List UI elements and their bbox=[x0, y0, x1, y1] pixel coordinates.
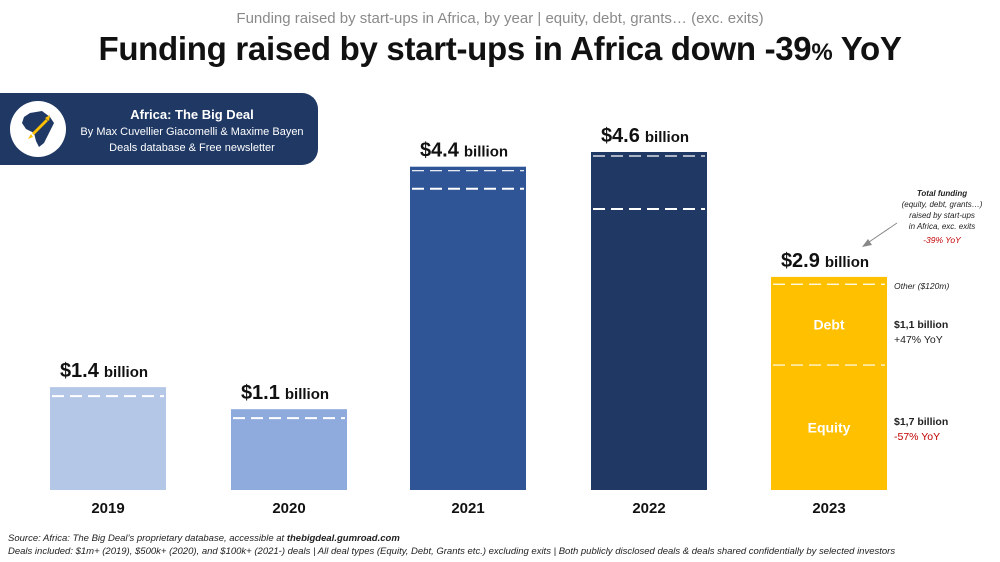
brand-authors: By Max Cuvellier Giacomelli & Maxime Bay… bbox=[80, 126, 304, 138]
annotation-arrow-head bbox=[862, 239, 872, 247]
value-label-2020: $1.1 billion bbox=[241, 382, 329, 404]
tick-label-2020: 2020 bbox=[272, 500, 305, 517]
bar-2020 bbox=[231, 409, 347, 490]
equity-value-label: $1,7 billion bbox=[894, 416, 948, 428]
tick-label-2021: 2021 bbox=[451, 500, 484, 517]
brand-tagline: Deals database & Free newsletter bbox=[109, 142, 275, 154]
annotation-line-4: in Africa, exc. exits bbox=[909, 222, 975, 231]
title-main: Funding raised by start-ups in Africa do… bbox=[98, 30, 812, 67]
equity-change-label: -57% YoY bbox=[894, 431, 940, 443]
debt-change-label: +47% YoY bbox=[894, 334, 943, 346]
chart-title: Funding raised by start-ups in Africa do… bbox=[0, 30, 1000, 68]
annotation-line-1: Total funding bbox=[917, 189, 967, 198]
title-percent: % bbox=[811, 39, 833, 66]
title-end: YoY bbox=[832, 30, 902, 67]
tick-label-2022: 2022 bbox=[632, 500, 665, 517]
source-note: Source: Africa: The Big Deal’s proprieta… bbox=[8, 533, 400, 544]
tick-label-2023: 2023 bbox=[812, 500, 845, 517]
value-label-2021: $4.4 billion bbox=[420, 140, 508, 162]
bar-2021 bbox=[410, 166, 526, 490]
source-prefix: Source: Africa: The Big Deal’s proprieta… bbox=[8, 533, 287, 544]
value-label-2019: $1.4 billion bbox=[60, 360, 148, 382]
tick-label-2019: 2019 bbox=[91, 500, 124, 517]
brand-name: Africa: The Big Deal bbox=[130, 107, 254, 122]
other-label: Other ($120m) bbox=[894, 281, 949, 291]
annotation-line-2: (equity, debt, grants…) bbox=[902, 200, 983, 209]
bar-2023 bbox=[771, 276, 887, 490]
africa-rocket-icon bbox=[10, 101, 66, 157]
source-link[interactable]: thebigdeal.gumroad.com bbox=[286, 533, 400, 544]
annotation-change: -39% YoY bbox=[923, 235, 962, 245]
segment-label-equity: Equity bbox=[808, 420, 851, 436]
segment-label-debt: Debt bbox=[813, 317, 844, 333]
annotation-line-3: raised by start-ups bbox=[909, 211, 975, 220]
bar-2019 bbox=[50, 387, 166, 490]
value-label-2023: $2.9 billion bbox=[781, 250, 869, 272]
debt-value-label: $1,1 billion bbox=[894, 319, 948, 331]
bar-2022 bbox=[591, 152, 707, 490]
chart-subtitle: Funding raised by start-ups in Africa, b… bbox=[236, 10, 764, 27]
annotation-arrow-line bbox=[865, 222, 898, 245]
brand-banner[interactable]: Africa: The Big Deal By Max Cuvellier Gi… bbox=[0, 93, 318, 165]
value-label-2022: $4.6 billion bbox=[601, 125, 689, 147]
deals-note: Deals included: $1m+ (2019), $500k+ (202… bbox=[8, 546, 896, 557]
